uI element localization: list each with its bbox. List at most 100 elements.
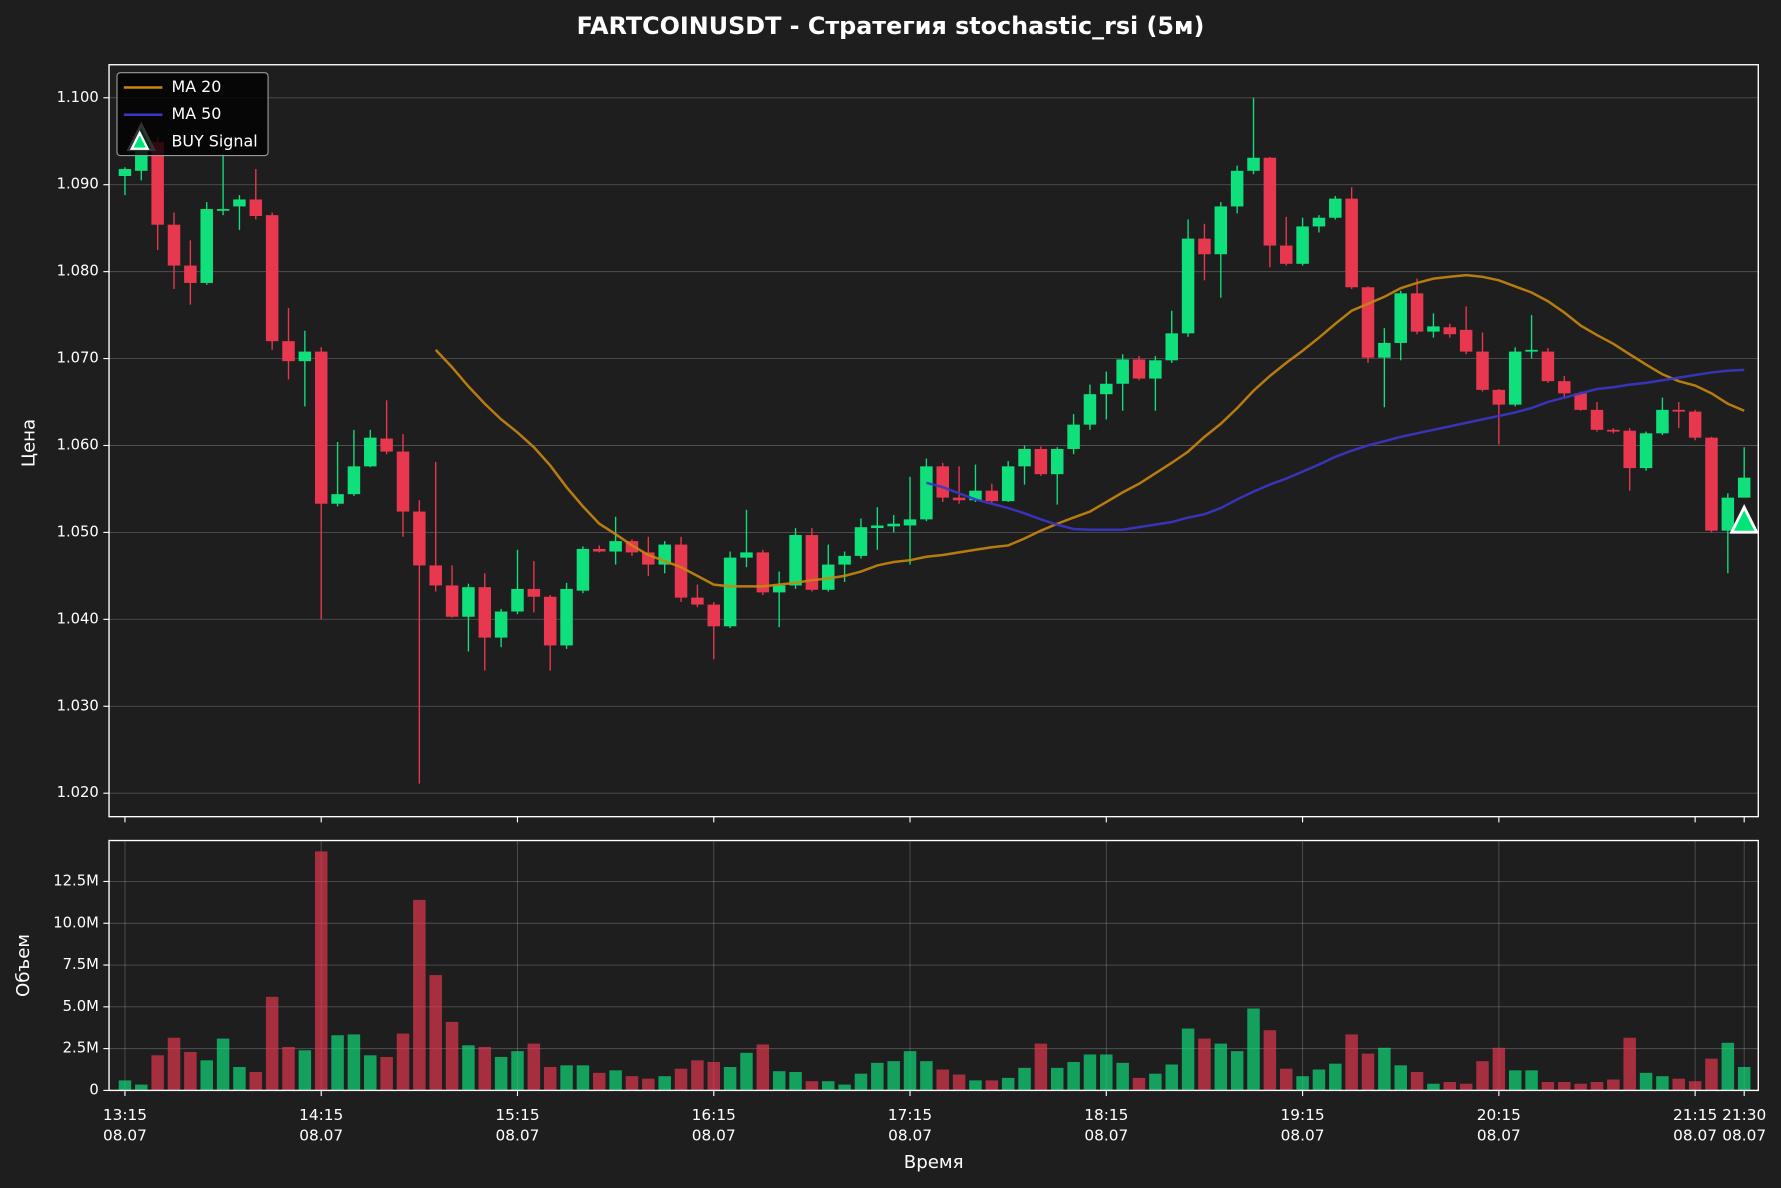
candle-body (1116, 359, 1129, 384)
volume-bar (380, 1056, 393, 1091)
candle-body (1361, 287, 1375, 358)
candle-body (216, 209, 230, 211)
y-tick-label: 1.060 (57, 436, 99, 453)
x-tick-label: 21:15 08.07 (1673, 1106, 1718, 1145)
volume-bar (789, 1072, 802, 1091)
volume-bar (282, 1046, 295, 1091)
candle-body (1705, 437, 1718, 531)
candle-body (920, 466, 933, 520)
candle-body (1721, 497, 1735, 531)
x-tick-label: 15:15 08.07 (495, 1106, 540, 1145)
volume-bar (233, 1067, 246, 1091)
volume-bar (265, 996, 279, 1091)
candle-body (429, 565, 442, 586)
candle-body (1427, 326, 1440, 332)
plot-frame (108, 839, 1759, 1092)
legend-box (116, 72, 269, 157)
candle-body (1345, 198, 1358, 288)
candle-body (969, 490, 982, 501)
candle-body (1165, 333, 1178, 361)
candle-body (1476, 351, 1489, 390)
volume-bar (216, 1038, 230, 1091)
volume-bar (593, 1072, 606, 1091)
volume-bar (1279, 1068, 1293, 1091)
volume-bar (1492, 1047, 1506, 1091)
candle-body (494, 611, 508, 638)
volume-bar (135, 1084, 148, 1091)
candle-body (1018, 448, 1031, 467)
volume-bar (952, 1074, 966, 1091)
volume-bar (740, 1052, 753, 1091)
candle-body (282, 341, 295, 362)
candle-body (1541, 351, 1555, 382)
candle-body (1132, 359, 1146, 379)
volume-bar (691, 1060, 704, 1091)
y-tick-label: 12.5M (53, 872, 99, 889)
candle-body (1149, 360, 1162, 379)
candle-body (445, 585, 459, 617)
volume-bar (920, 1061, 933, 1091)
candle-body (1623, 430, 1636, 469)
candle-body (1525, 349, 1538, 352)
volume-bar (1607, 1079, 1620, 1091)
candle-body (822, 564, 835, 590)
candle-body (347, 466, 361, 495)
volume-bar (1034, 1043, 1048, 1091)
volume-bar (462, 1045, 475, 1091)
volume-bar (756, 1044, 770, 1091)
buy-signal (1729, 504, 1759, 534)
candle-body (740, 552, 753, 558)
ma-line (926, 368, 1745, 532)
volume-bar (1214, 1043, 1228, 1091)
volume-bar (1443, 1082, 1457, 1091)
candle-body (952, 497, 966, 501)
x-axis-label: Время (904, 1152, 964, 1173)
volume-bar (1525, 1070, 1538, 1091)
volume-bar (674, 1068, 688, 1091)
volume-bar (1688, 1081, 1702, 1091)
volume-bar (1329, 1063, 1342, 1091)
candle-body (314, 351, 328, 504)
y-tick-label: 1.050 (57, 523, 99, 540)
candle-body (560, 588, 573, 646)
candle-body (985, 490, 999, 502)
volume-bar (1132, 1077, 1146, 1091)
volume-bar (1230, 1051, 1244, 1091)
candle-body (756, 552, 770, 593)
candle-body (1198, 238, 1211, 255)
volume-bar (118, 1080, 132, 1091)
candle-body (478, 587, 492, 638)
volume-bar (1181, 1028, 1195, 1091)
y-tick-label: 1.020 (57, 784, 99, 801)
volume-bar (707, 1061, 721, 1091)
volume-bar (396, 1033, 410, 1091)
candle-body (1672, 409, 1686, 412)
candle-body (511, 588, 524, 612)
candle-body (1378, 342, 1391, 358)
volume-bar (1067, 1061, 1080, 1091)
y-tick-label: 1.100 (57, 89, 99, 106)
candle-body (1688, 411, 1702, 438)
volume-bar (494, 1056, 508, 1091)
volume-bar (1001, 1077, 1015, 1091)
y-tick-label: 7.5M (63, 956, 99, 973)
candle-body (233, 199, 246, 207)
volume-bar (511, 1051, 524, 1091)
volume-bar (347, 1034, 361, 1091)
volume-bar (445, 1021, 459, 1091)
volume-bar (609, 1070, 622, 1091)
candle-body (1067, 424, 1080, 449)
volume-bar (1263, 1030, 1277, 1091)
candle-body (805, 535, 819, 590)
legend-label: MA 20 (172, 77, 222, 96)
chart-title: FARTCOINUSDT - Стратегия stochastic_rsi … (577, 12, 1205, 40)
candle-body (1296, 226, 1309, 264)
candle-body (593, 548, 606, 552)
volume-bar (1345, 1034, 1358, 1091)
volume-bar (642, 1078, 655, 1091)
candle-body (1100, 383, 1113, 395)
volume-bar (1050, 1067, 1064, 1091)
volume-bar (658, 1076, 671, 1091)
volume-bar (1737, 1067, 1751, 1091)
